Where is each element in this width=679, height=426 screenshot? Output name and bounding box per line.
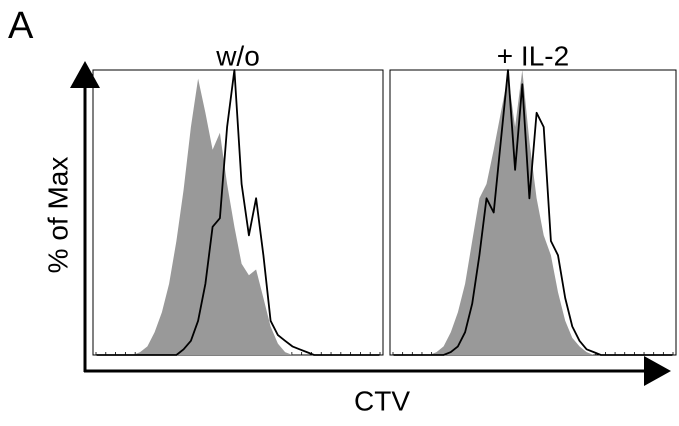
histogram-line <box>96 69 380 356</box>
panel-title: w/o <box>215 40 260 71</box>
panel-label: A <box>8 5 34 47</box>
panel-title: + IL-2 <box>497 40 569 71</box>
x-axis-label: CTV <box>354 385 410 416</box>
histogram-area <box>393 70 673 355</box>
y-axis-label: % of Max <box>42 157 73 274</box>
histogram-area <box>96 78 380 355</box>
histogram-line <box>393 69 673 356</box>
